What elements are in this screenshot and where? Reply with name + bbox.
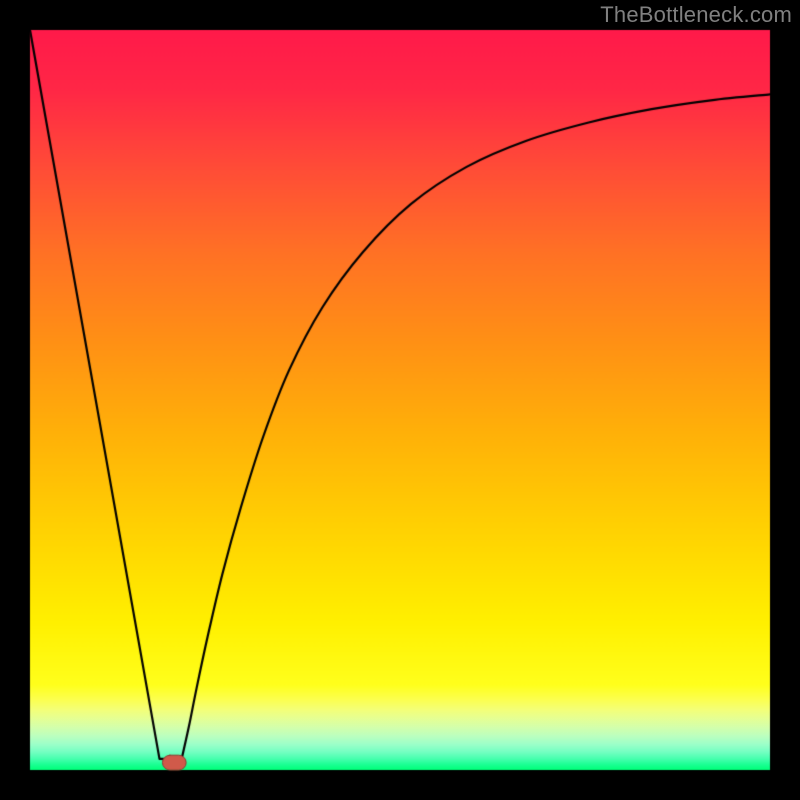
curve-canvas: [0, 0, 800, 800]
chart-container: TheBottleneck.com: [0, 0, 800, 800]
